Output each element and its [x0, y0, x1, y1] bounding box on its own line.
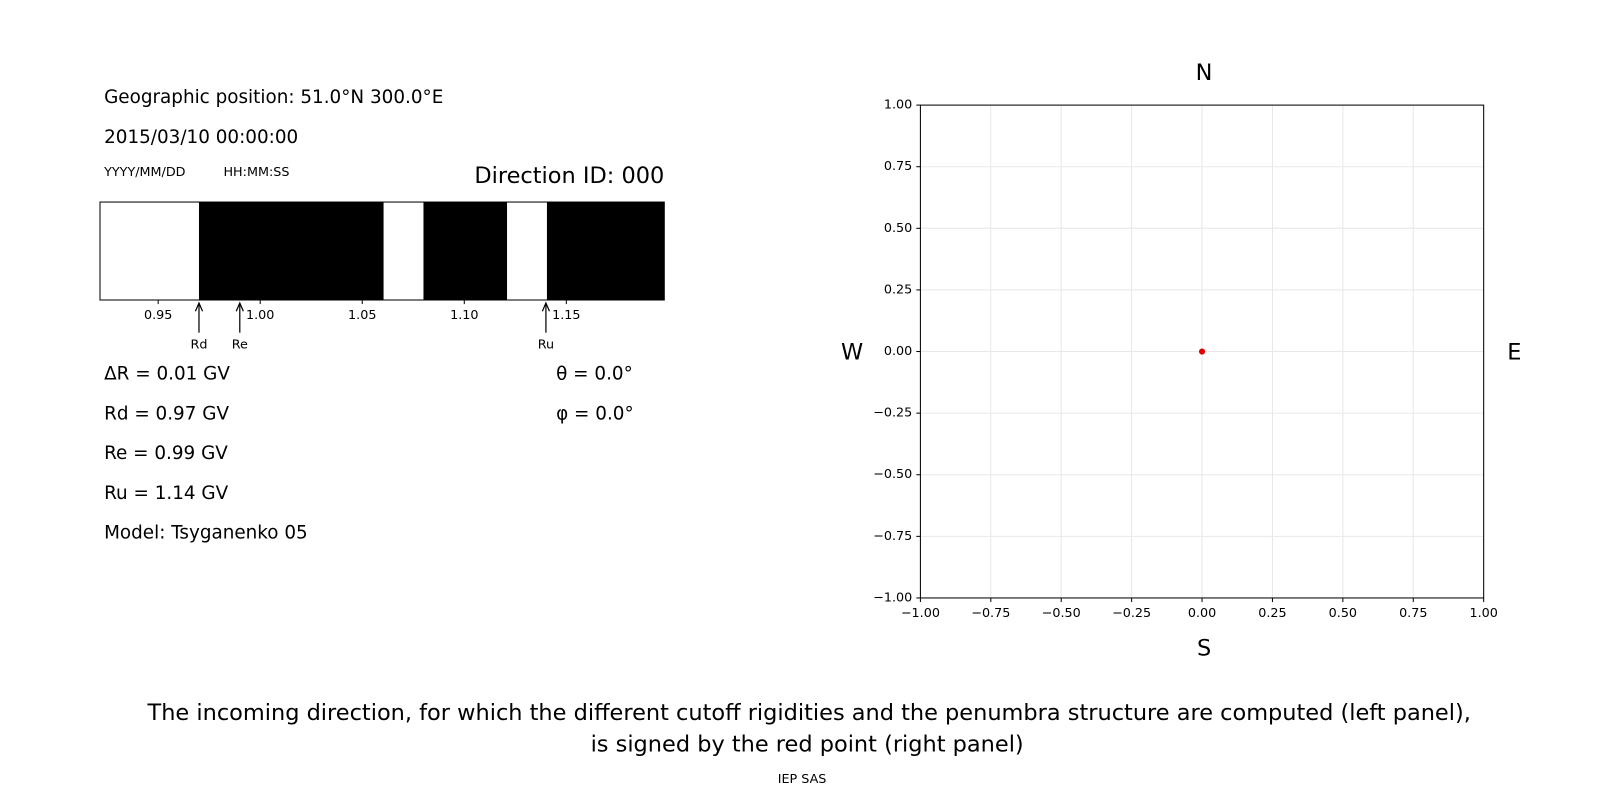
marker-label: Rd [191, 337, 208, 352]
x-tick-label: −0.75 [971, 606, 1010, 621]
x-tick-label: 1.00 [246, 308, 274, 323]
time-format: HH:MM:SS [223, 165, 289, 180]
marker-label: Ru [538, 337, 554, 352]
arrow-head [194, 301, 204, 312]
credit: IEP SAS [778, 772, 827, 787]
arrow-head [235, 301, 244, 312]
x-tick-label: −0.25 [1112, 606, 1151, 621]
direction-point [1198, 348, 1206, 355]
x-tick-label: 1.10 [450, 308, 478, 323]
marker-label: Re [232, 337, 248, 352]
x-tick-label: −0.50 [1042, 606, 1081, 621]
y-tick-label: −1.00 [873, 590, 912, 605]
y-tick-label: 0.25 [884, 282, 912, 297]
info-line: Rd = 0.97 GV [104, 403, 229, 424]
penumbra-band [507, 202, 547, 300]
x-tick-label: 0.75 [1399, 606, 1427, 621]
x-tick-label: 0.25 [1258, 606, 1286, 621]
date-format: YYYY/MM/DD [103, 165, 186, 180]
angle-line: θ = 0.0° [556, 363, 633, 384]
x-tick-label: 1.05 [348, 308, 376, 323]
info-line: Ru = 1.14 GV [104, 483, 229, 504]
datetime: 2015/03/10 00:00:00 [104, 127, 298, 148]
x-tick-label: 1.00 [1469, 606, 1497, 621]
position: Geographic position: 51.0°N 300.0°E [104, 87, 443, 108]
north-label: N [1196, 60, 1213, 86]
arrow-head [541, 301, 551, 312]
direction-id: Direction ID: 000 [474, 163, 664, 189]
info-line: Re = 0.99 GV [104, 443, 228, 464]
y-tick-label: −0.50 [873, 467, 912, 482]
east-label: E [1507, 340, 1521, 366]
strip-frame [99, 201, 665, 301]
y-tick-label: −0.75 [873, 529, 912, 544]
y-tick-label: 0.75 [884, 159, 912, 174]
y-tick-label: 0.50 [884, 221, 912, 236]
penumbra-band [198, 202, 384, 300]
x-tick-label: 0.95 [144, 308, 172, 323]
south-label: S [1197, 635, 1211, 661]
penumbra-band [546, 202, 665, 300]
caption-line: is signed by the red point (right panel) [591, 731, 1024, 757]
y-tick-label: 0.00 [884, 344, 912, 359]
y-tick-label: −0.25 [873, 406, 912, 421]
x-tick-label: 1.15 [552, 308, 580, 323]
plot-frame [919, 104, 1485, 599]
caption-line: The incoming direction, for which the di… [147, 700, 1471, 726]
x-tick-label: 0.50 [1329, 606, 1357, 621]
info-line: Model: Tsyganenko 05 [104, 523, 308, 544]
angle-line: φ = 0.0° [556, 403, 634, 424]
west-label: W [841, 340, 863, 366]
y-tick-label: 1.00 [884, 98, 912, 113]
penumbra-band [100, 202, 199, 300]
x-tick-label: −1.00 [901, 606, 940, 621]
x-tick-label: 0.00 [1188, 606, 1216, 621]
penumbra-band [383, 202, 424, 300]
penumbra-band [423, 202, 508, 300]
info-line: ΔR = 0.01 GV [104, 363, 230, 384]
